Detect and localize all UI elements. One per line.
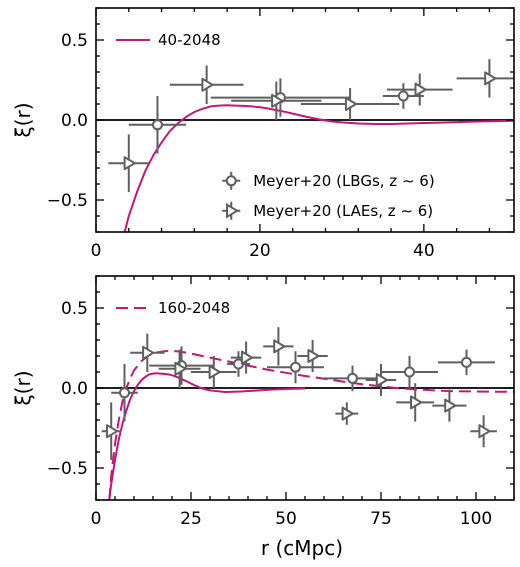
legend-data-entry [222, 201, 241, 220]
data-point-triangle-right [191, 356, 237, 388]
data-point-circle [324, 365, 381, 392]
x-axis-label: r (cMpc) [261, 536, 343, 560]
x-tick-label: 40 [413, 241, 435, 261]
triangle-marker [240, 350, 254, 365]
data-point-triangle-right [386, 73, 453, 106]
triangle-marker [375, 373, 388, 387]
data-point-circle [267, 351, 324, 384]
triangle-marker [484, 71, 497, 86]
y-axis-label: ξ(r) [11, 371, 35, 406]
legend-data-entry [222, 171, 241, 190]
triangle-marker [341, 406, 354, 421]
data-point-circle [382, 83, 424, 109]
x-tick-label: 75 [370, 509, 392, 529]
legend-data-label: Meyer+20 (LBGs, z ∼ 6) [253, 172, 434, 190]
triangle-marker [106, 424, 119, 439]
x-tick-label: 0 [91, 509, 102, 529]
data-point-triangle-right [432, 389, 467, 422]
triangle-marker [444, 398, 457, 413]
triangle-marker [307, 349, 320, 363]
data-point-triangle-right [297, 340, 328, 372]
circle-marker [347, 372, 358, 384]
triangle-marker [414, 82, 427, 97]
y-tick-label: 0.0 [61, 111, 88, 131]
data-point-triangle-right [396, 383, 435, 422]
legend-circle-marker [225, 175, 237, 187]
top-panel: 0 20 40 0.5 0.0 −0.5 ξ(r) 40-2048 Meyer+20 (LBGs… [11, 7, 515, 261]
circle-marker [119, 387, 130, 399]
triangle-marker [271, 93, 284, 108]
triangle-marker [410, 395, 423, 410]
model-line-160-2048 [108, 349, 514, 500]
legend-model-label: 40-2048 [158, 31, 221, 49]
y-tick-label: 0.0 [61, 379, 88, 399]
triangle-marker [478, 424, 491, 439]
data-point-triangle-right [230, 341, 262, 374]
circle-marker [151, 119, 163, 131]
data-point-circle [111, 364, 138, 422]
data-point-triangle-right [169, 65, 244, 104]
data-point-circle [438, 349, 495, 376]
y-tick-label: 0.5 [61, 299, 88, 319]
data-point-triangle-right [158, 349, 201, 388]
legend-model-label: 160-2048 [158, 299, 230, 317]
y-tick-label: −0.5 [47, 191, 88, 211]
legend-triangle-marker [226, 203, 240, 219]
data-point-triangle-right [130, 333, 165, 372]
triangle-marker [208, 365, 221, 379]
data-point-triangle-right [300, 88, 400, 120]
data-point-triangle-right [470, 415, 497, 448]
data-point-triangle-right [101, 402, 121, 460]
data-point-triangle-right [456, 59, 514, 98]
x-tick-label: 50 [275, 509, 297, 529]
x-tick-label: 25 [180, 509, 202, 529]
y-tick-label: −0.5 [47, 459, 88, 479]
x-tick-label: 100 [460, 509, 492, 529]
plot-area [96, 327, 514, 500]
model-line-series-1 [108, 372, 306, 500]
triangle-marker [201, 77, 214, 92]
y-tick-label: 0.5 [61, 31, 88, 51]
triangle-marker [344, 97, 358, 111]
x-tick-label: 20 [249, 241, 271, 261]
data-point-circle [381, 356, 438, 388]
circle-marker [461, 356, 472, 368]
data-point-triangle-right [263, 327, 294, 366]
x-tick-label: 0 [91, 241, 102, 261]
plot-area [96, 59, 514, 232]
legend-data-label: Meyer+20 (LAEs, z ∼ 6) [253, 202, 433, 220]
model-line-40-2048 [123, 104, 514, 232]
circle-marker [290, 361, 301, 373]
data-point-triangle-right [335, 402, 359, 425]
triangle-marker [142, 345, 155, 360]
triangle-marker [174, 361, 187, 376]
circle-marker [397, 90, 409, 102]
data-point-circle [128, 96, 187, 154]
data-point-triangle-right [231, 81, 322, 120]
bottom-panel: 0 25 50 75 100 0.5 0.0 −0.5 ξ(r) 160-2048 [11, 275, 515, 529]
y-axis-label: ξ(r) [11, 103, 35, 138]
triangle-marker [273, 339, 286, 354]
circle-marker [404, 366, 415, 378]
data-point-triangle-right [108, 134, 150, 192]
triangle-marker [123, 156, 136, 171]
data-point-triangle-right [365, 364, 397, 396]
